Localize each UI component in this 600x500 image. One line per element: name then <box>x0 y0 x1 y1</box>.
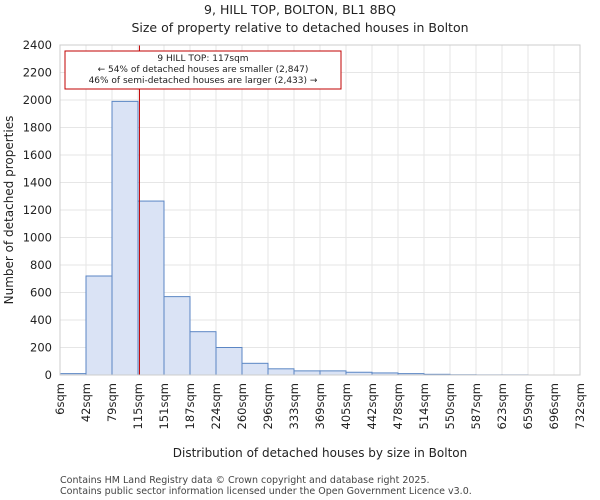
x-tick-label-5: 187sqm <box>183 383 197 429</box>
x-tick-label-14: 514sqm <box>417 383 431 429</box>
footer-line-2: Contains public sector information licen… <box>60 486 472 497</box>
x-tick-label-13: 478sqm <box>391 383 405 429</box>
y-tick-label-7: 1400 <box>23 176 52 190</box>
bar-79sqm <box>111 100 139 376</box>
x-ticks: 6sqm 42sqm 79sqm 115sqm 151sqm 187sqm 224sqm 26… <box>53 383 587 429</box>
annotation-line-1: 9 HILL TOP: 117sqm <box>157 54 248 64</box>
x-tick-label-19: 696sqm <box>547 383 561 429</box>
y-tick-label-0: 0 <box>45 368 52 382</box>
x-tick-label-18: 659sqm <box>521 383 535 429</box>
chart-title: 9, HILL TOP, BOLTON, BL1 8BQ <box>204 2 396 17</box>
x-tick-label-6: 224sqm <box>209 383 223 429</box>
bars <box>59 100 529 376</box>
x-tick-label-1: 42sqm <box>79 383 93 422</box>
annotation-frame <box>64 50 342 90</box>
y-tick-label-9: 1800 <box>23 121 52 135</box>
y-tick-label-6: 1200 <box>23 203 52 217</box>
annotation-line-2: ← 54% of detached houses are smaller (2,… <box>98 65 309 75</box>
x-tick-label-2: 79sqm <box>105 383 119 422</box>
x-tick-label-0: 6sqm <box>53 383 67 415</box>
y-tick-label-10: 2000 <box>23 93 52 107</box>
x-tick-label-15: 550sqm <box>443 383 457 429</box>
x-axis-label: Distribution of detached houses by size … <box>173 446 467 460</box>
bar-187sqm <box>189 331 217 376</box>
annotation-box: 9 HILL TOP: 117sqm ← 54% of detached hou… <box>64 50 342 90</box>
y-tick-label-2: 400 <box>30 313 52 327</box>
bar-333sqm <box>293 370 321 376</box>
y-tick-label-3: 600 <box>30 286 52 300</box>
chart-subtitle: Size of property relative to detached ho… <box>131 20 468 35</box>
y-tick-label-5: 1000 <box>23 231 52 245</box>
bar-296sqm <box>267 368 295 376</box>
x-tick-label-12: 442sqm <box>365 383 379 429</box>
y-axis-label: Number of detached properties <box>2 116 16 305</box>
bar-115sqm <box>137 200 165 376</box>
x-tick-label-7: 260sqm <box>235 383 249 429</box>
x-tick-label-10: 369sqm <box>313 383 327 429</box>
y-tick-label-12: 2400 <box>23 38 52 52</box>
y-tick-label-1: 200 <box>30 341 52 355</box>
y-ticks: 0 200 400 600 800 1000 1200 1400 1600 1800 2000 220… <box>23 38 52 382</box>
bar-224sqm <box>215 347 243 376</box>
footer-line-1: Contains HM Land Registry data © Crown c… <box>60 475 430 486</box>
y-tick-label-4: 800 <box>30 258 52 272</box>
x-tick-label-9: 333sqm <box>287 383 301 429</box>
y-tick-label-8: 1600 <box>23 148 52 162</box>
x-tick-label-8: 296sqm <box>261 383 275 429</box>
bar-151sqm <box>163 296 191 376</box>
bar-260sqm <box>241 362 269 376</box>
x-tick-label-17: 623sqm <box>495 383 509 429</box>
x-tick-label-4: 151sqm <box>157 383 171 429</box>
bar-369sqm <box>319 370 347 376</box>
x-tick-label-11: 405sqm <box>339 383 353 429</box>
x-tick-label-20: 732sqm <box>573 383 587 429</box>
plot-frame <box>59 44 581 376</box>
annotation-line-3: 46% of semi-detached houses are larger (… <box>89 76 318 86</box>
bar-42sqm <box>85 275 113 376</box>
x-tick-label-16: 587sqm <box>469 383 483 429</box>
y-tick-label-11: 2200 <box>23 66 52 80</box>
x-tick-label-3: 115sqm <box>131 383 145 429</box>
